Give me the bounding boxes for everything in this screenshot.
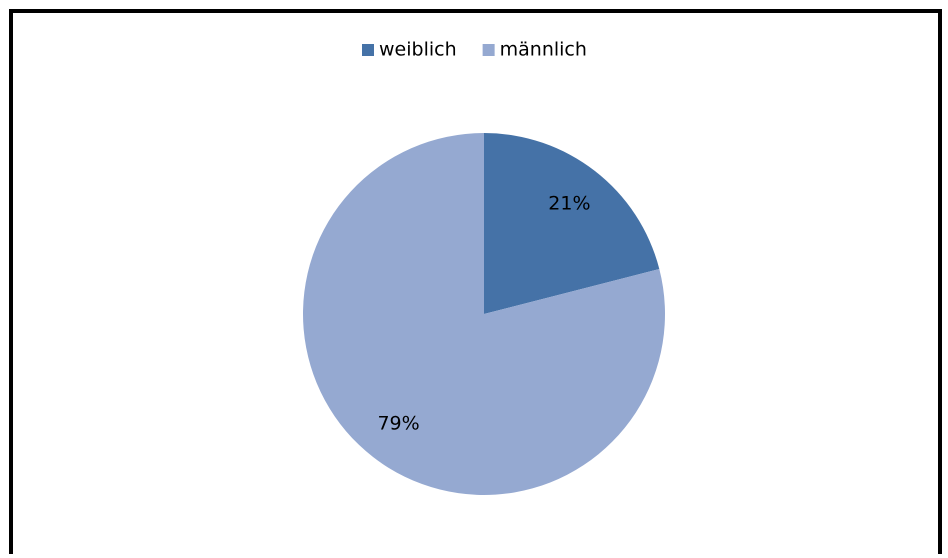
legend-swatch [482, 44, 495, 56]
legend-label: weiblich [379, 39, 457, 61]
pie: 21% 79% [303, 133, 665, 495]
legend-label: männlich [500, 39, 587, 61]
data-label: 21% [548, 192, 590, 214]
frame [9, 9, 942, 554]
pie-slice [484, 133, 660, 314]
legend: weiblich männlich [362, 39, 587, 61]
data-label: 79% [377, 413, 419, 435]
legend-swatch [362, 44, 374, 56]
pie-slice [303, 133, 665, 495]
